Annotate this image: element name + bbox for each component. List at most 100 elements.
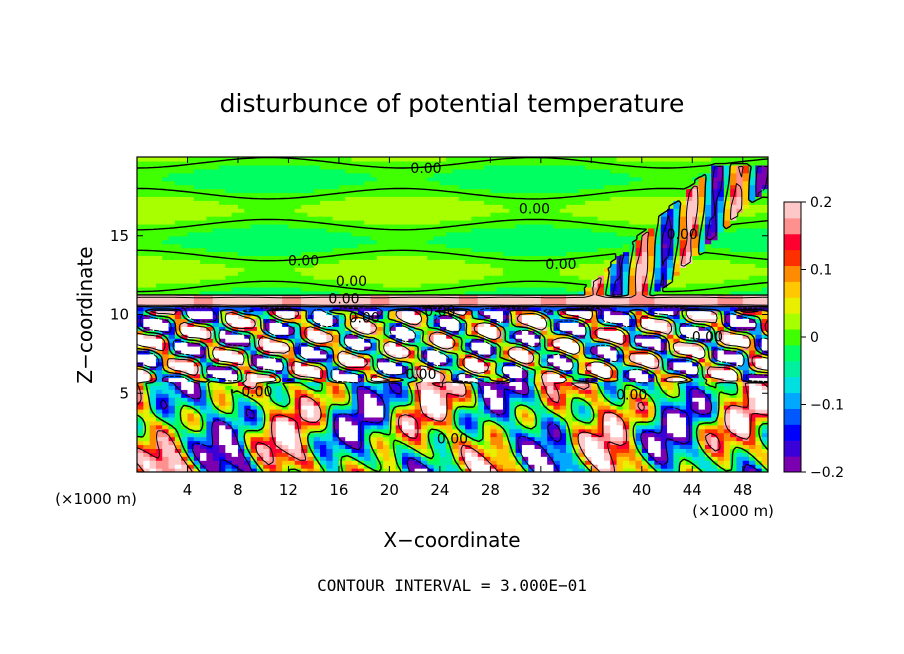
- field-cell: [212, 444, 220, 449]
- field-cell: [641, 416, 649, 422]
- field-cell: [616, 326, 624, 331]
- field-cell: [490, 420, 498, 426]
- field-cell: [301, 353, 308, 359]
- field-cell: [610, 440, 618, 446]
- field-cell: [698, 334, 706, 339]
- field-cell: [433, 420, 441, 426]
- field-cell: [364, 409, 372, 414]
- field-cell: [484, 310, 491, 316]
- field-cell: [212, 401, 220, 406]
- field-cell: [553, 377, 561, 383]
- field-cell: [332, 326, 340, 331]
- field-cell: [263, 412, 271, 418]
- field-cell: [723, 318, 731, 323]
- field-cell: [420, 401, 428, 406]
- field-cell: [301, 416, 308, 422]
- field-cell: [477, 424, 485, 430]
- field-cell: [704, 377, 712, 383]
- field-cell: [357, 338, 365, 343]
- field-cell: [635, 318, 643, 323]
- field-cell: [376, 306, 384, 312]
- field-cell: [200, 389, 208, 394]
- field-cell: [477, 290, 485, 296]
- field-cell: [351, 416, 359, 422]
- field-cell: [610, 444, 618, 449]
- field-cell: [294, 330, 302, 335]
- field-cell: [496, 361, 504, 367]
- field-cell: [484, 432, 491, 438]
- field-cell: [149, 393, 157, 398]
- field-cell: [484, 342, 491, 347]
- field-cell: [174, 393, 182, 398]
- field-cell: [629, 326, 637, 331]
- field-cell: [187, 330, 195, 335]
- field-cell: [585, 334, 592, 339]
- field-cell: [193, 405, 201, 410]
- field-cell: [515, 369, 523, 375]
- field-cell: [458, 294, 466, 300]
- field-cell: [282, 314, 290, 320]
- field-cell: [496, 286, 504, 292]
- field-cell: [755, 424, 763, 430]
- field-cell: [307, 326, 315, 331]
- field-cell: [452, 298, 460, 304]
- field-cell: [452, 468, 460, 472]
- field-cell: [395, 286, 403, 292]
- field-cell: [301, 440, 308, 446]
- field-cell: [521, 452, 529, 457]
- field-cell: [736, 306, 744, 312]
- field-cell: [357, 401, 365, 406]
- field-cell: [711, 440, 719, 446]
- field-cell: [685, 448, 693, 453]
- field-cell: [439, 424, 447, 430]
- field-cell: [654, 361, 662, 367]
- field-cell: [591, 298, 599, 304]
- field-cell: [717, 397, 725, 402]
- field-cell: [717, 436, 725, 442]
- field-cell: [572, 275, 580, 280]
- field-cell: [717, 424, 725, 430]
- field-cell: [237, 314, 245, 320]
- field-cell: [685, 310, 693, 316]
- field-cell: [319, 314, 327, 320]
- field-cell: [471, 306, 479, 312]
- field-cell: [313, 349, 321, 355]
- field-cell: [477, 468, 485, 472]
- field-cell: [313, 397, 321, 402]
- field-cell: [351, 424, 359, 430]
- field-cell: [282, 369, 290, 375]
- field-cell: [578, 389, 586, 394]
- field-cell: [244, 275, 252, 280]
- field-cell: [755, 436, 763, 442]
- field-cell: [679, 468, 687, 472]
- field-cell: [641, 373, 649, 379]
- field-cell: [364, 298, 372, 304]
- field-cell: [736, 330, 744, 335]
- field-cell: [137, 290, 144, 296]
- field-cell: [660, 310, 668, 316]
- field-cell: [439, 279, 447, 284]
- field-cell: [730, 460, 738, 465]
- field-cell: [244, 468, 252, 472]
- field-cell: [629, 361, 637, 367]
- field-cell: [414, 286, 422, 292]
- field-cell: [225, 393, 233, 398]
- field-cell: [395, 401, 403, 406]
- field-cell: [496, 279, 504, 284]
- field-cell: [528, 322, 536, 327]
- field-cell: [319, 405, 327, 410]
- field-cell: [559, 365, 567, 371]
- field-cell: [256, 428, 264, 434]
- field-cell: [212, 452, 220, 457]
- field-cell: [509, 460, 517, 465]
- field-cell: [143, 416, 151, 422]
- field-cell: [654, 436, 662, 442]
- field-cell: [578, 412, 586, 418]
- field-cell: [629, 448, 637, 453]
- field-cell: [250, 436, 258, 442]
- field-cell: [143, 409, 151, 414]
- field-cell: [256, 456, 264, 461]
- field-cell: [471, 294, 479, 300]
- field-cell: [370, 444, 378, 449]
- field-cell: [540, 361, 548, 367]
